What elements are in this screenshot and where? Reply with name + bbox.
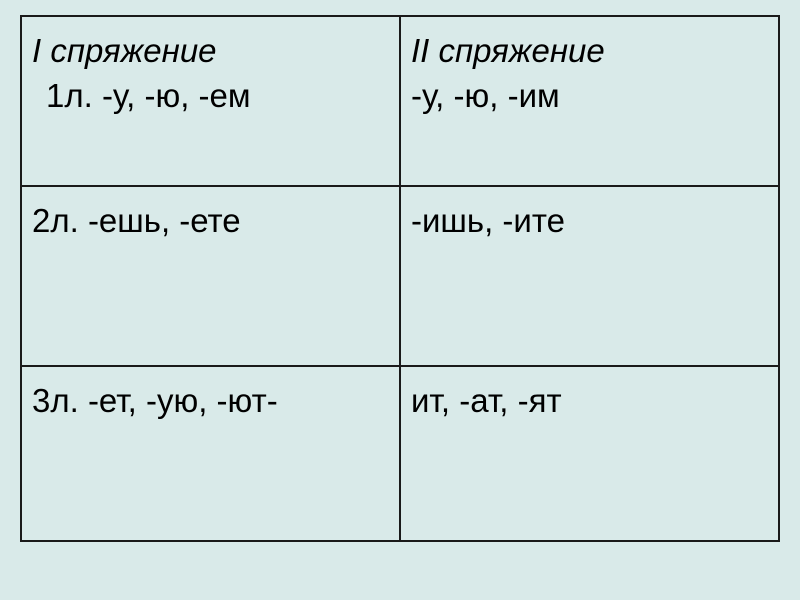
conjugation-1-person1: 1л. -у, -ю, -ем bbox=[32, 74, 389, 119]
conjugation-1-header: I спряжение bbox=[32, 29, 389, 74]
conjugation-2-person2: -ишь, -ите bbox=[411, 199, 768, 244]
cell-r2c2: -ишь, -ите bbox=[400, 186, 779, 366]
conjugation-2-person3: ит, -ат, -ят bbox=[411, 379, 768, 424]
cell-r3c1: 3л. -ет, -ую, -ют- bbox=[21, 366, 400, 541]
conjugation-1-person3: 3л. -ет, -ую, -ют- bbox=[32, 379, 389, 424]
table-row: 3л. -ет, -ую, -ют- ит, -ат, -ят bbox=[21, 366, 779, 541]
conjugation-1-person2: 2л. -ешь, -ете bbox=[32, 199, 389, 244]
cell-r2c1: 2л. -ешь, -ете bbox=[21, 186, 400, 366]
table-row: I спряжение 1л. -у, -ю, -ем II спряжение… bbox=[21, 16, 779, 186]
cell-r1c1: I спряжение 1л. -у, -ю, -ем bbox=[21, 16, 400, 186]
conjugation-table: I спряжение 1л. -у, -ю, -ем II спряжение… bbox=[20, 15, 780, 542]
cell-r3c2: ит, -ат, -ят bbox=[400, 366, 779, 541]
conjugation-2-header: II спряжение bbox=[411, 29, 768, 74]
cell-r1c2: II спряжение -у, -ю, -им bbox=[400, 16, 779, 186]
table-row: 2л. -ешь, -ете -ишь, -ите bbox=[21, 186, 779, 366]
conjugation-2-person1: -у, -ю, -им bbox=[411, 74, 768, 119]
